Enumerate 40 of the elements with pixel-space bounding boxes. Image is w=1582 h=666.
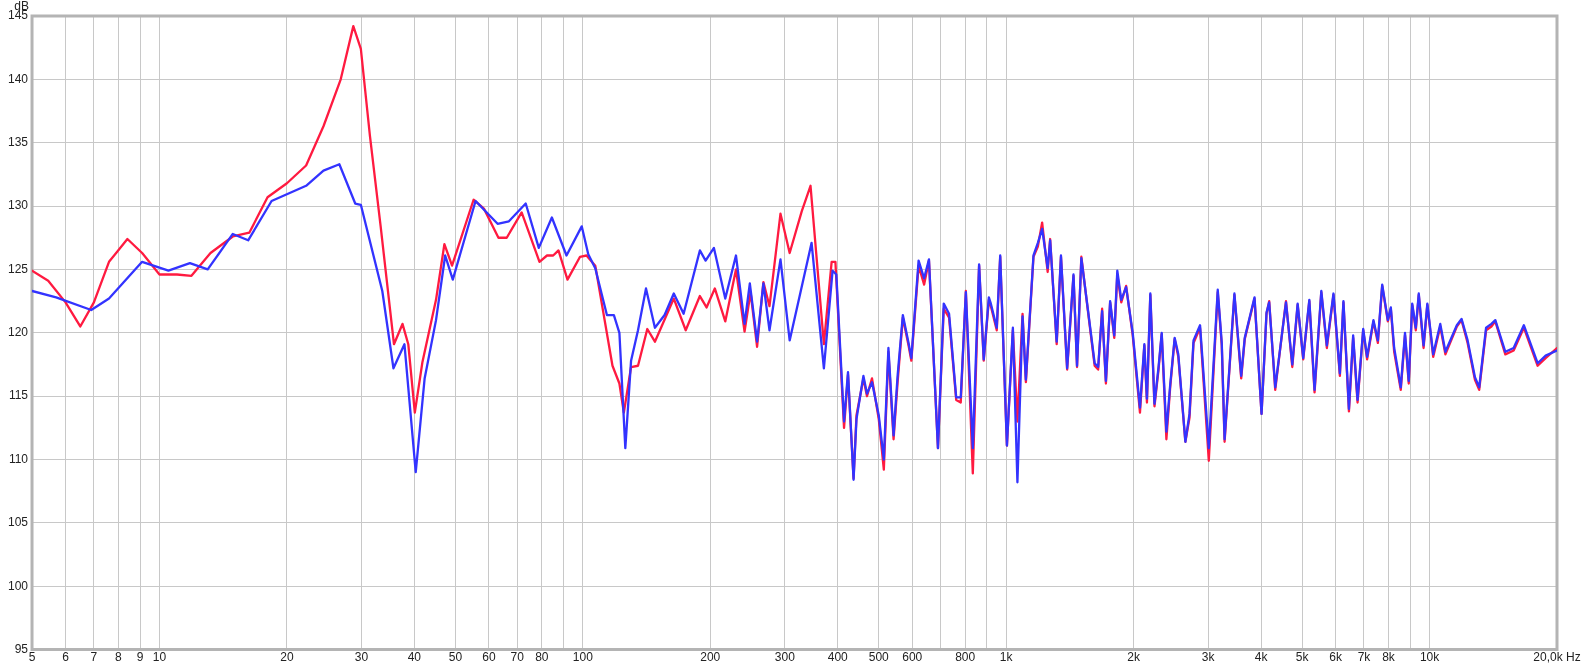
x-tick-label: 10k	[1419, 650, 1441, 665]
x-tick-label: 3k	[1201, 650, 1216, 665]
x-tick-label: 50	[448, 650, 463, 665]
y-tick-label: 110	[8, 451, 29, 466]
x-tick-label: 9	[136, 650, 144, 665]
x-tick-label: 30	[354, 650, 369, 665]
x-tick-label: 400	[827, 650, 849, 665]
x-tick-label: 2k	[1127, 650, 1141, 665]
y-tick-label: 130	[7, 198, 29, 213]
x-tick-label: 20	[280, 650, 294, 665]
x-tick-label: 800	[955, 650, 976, 665]
x-tick-label: 8k	[1382, 650, 1396, 665]
y-tick-label: 140	[7, 71, 29, 86]
x-tick-label: 60	[482, 650, 496, 665]
y-tick-label: 125	[7, 261, 29, 276]
x-tick-label: 6	[62, 650, 70, 665]
y-tick-label: 135	[7, 135, 29, 150]
x-tick-label: 1k	[999, 650, 1014, 665]
x-tick-label: 7	[90, 650, 98, 665]
x-tick-label: 7k	[1357, 650, 1372, 665]
x-tick-label: 40	[407, 650, 422, 665]
y-tick-label: 115	[8, 388, 29, 403]
y-tick-label: 120	[7, 325, 29, 340]
x-tick-label: 5	[28, 650, 36, 665]
x-tick-label: 600	[902, 650, 923, 665]
x-tick-label: 8	[115, 650, 123, 665]
x-tick-label: 20,0k Hz	[1533, 650, 1581, 665]
x-tick-label: 200	[700, 650, 721, 665]
x-tick-label: 300	[774, 650, 796, 665]
x-tick-label: 6k	[1329, 650, 1343, 665]
x-tick-label: 70	[510, 650, 525, 665]
x-tick-label: 4k	[1254, 650, 1269, 665]
x-tick-label: 500	[868, 650, 890, 665]
y-tick-label: 100	[7, 578, 29, 593]
y-tick-label: 95	[14, 641, 29, 656]
x-tick-label: 5k	[1295, 650, 1310, 665]
x-tick-label: 10	[152, 650, 167, 665]
x-tick-label: 100	[572, 650, 594, 665]
y-tick-label: 105	[7, 515, 29, 530]
x-tick-label: 80	[535, 650, 549, 665]
